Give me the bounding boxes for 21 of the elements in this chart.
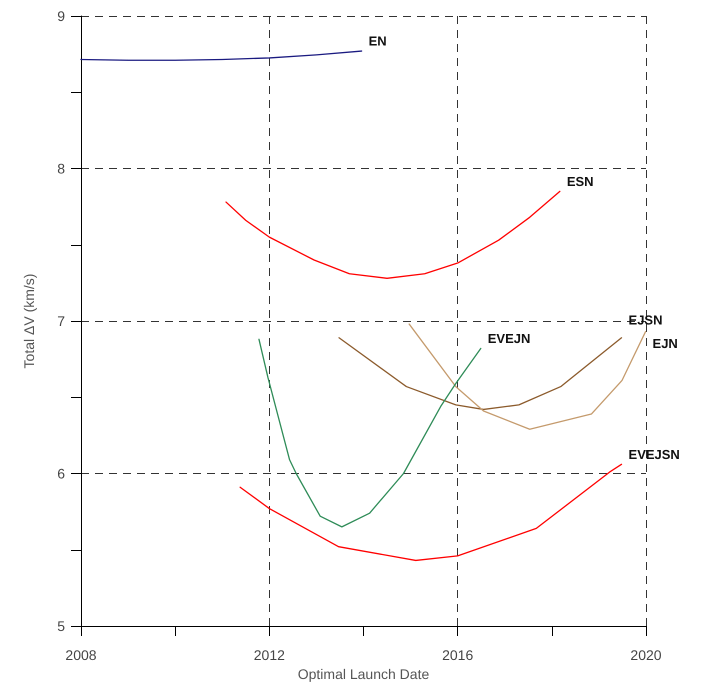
line-series <box>80 50 362 61</box>
series-label: EJSN <box>628 312 662 328</box>
series-label: EJN <box>652 336 678 352</box>
y-tick-label: 9 <box>57 8 66 24</box>
y-tick-label: 7 <box>57 313 66 329</box>
line-series <box>225 190 560 279</box>
series-label: EN <box>368 34 387 49</box>
series-label: EVEJN <box>488 330 530 346</box>
line-series <box>258 338 482 528</box>
series-label: ESN <box>566 174 594 189</box>
x-axis-title: Optimal Launch Date <box>298 666 430 682</box>
y-tick-label: 5 <box>57 618 66 634</box>
y-tick-label: 8 <box>57 160 66 176</box>
y-axis-title: Total ΔV (km/s) <box>21 274 37 368</box>
x-tick-label: 2020 <box>630 647 662 663</box>
line-series <box>239 464 622 562</box>
line-series <box>408 323 646 430</box>
y-tick-label: 6 <box>57 466 66 482</box>
x-tick-label: 2008 <box>65 647 97 663</box>
x-tick-label: 2016 <box>442 647 474 663</box>
x-tick-label: 2012 <box>254 647 286 663</box>
